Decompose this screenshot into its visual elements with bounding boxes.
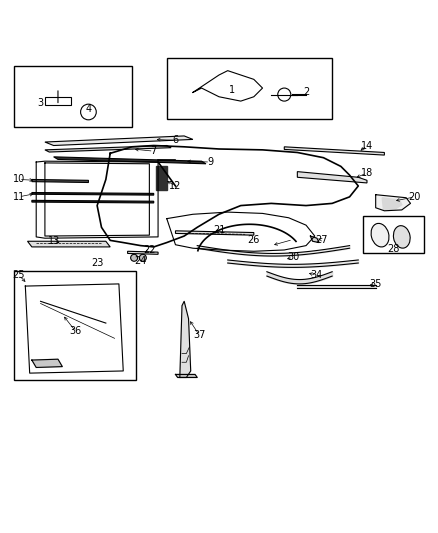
- Polygon shape: [176, 375, 197, 377]
- Polygon shape: [176, 231, 254, 235]
- Polygon shape: [45, 136, 193, 146]
- Text: 28: 28: [387, 244, 399, 254]
- Polygon shape: [297, 172, 367, 183]
- Polygon shape: [28, 241, 110, 247]
- Text: 11: 11: [13, 192, 25, 202]
- Text: 2: 2: [303, 87, 309, 98]
- Text: 4: 4: [85, 104, 92, 114]
- Text: 23: 23: [91, 259, 103, 269]
- Text: 24: 24: [134, 256, 147, 266]
- Circle shape: [139, 254, 146, 261]
- Polygon shape: [376, 195, 410, 211]
- Bar: [167, 58, 332, 118]
- Ellipse shape: [371, 223, 389, 247]
- Text: 7: 7: [151, 146, 157, 156]
- Polygon shape: [180, 301, 191, 377]
- Text: 36: 36: [69, 326, 81, 336]
- Circle shape: [131, 254, 138, 261]
- Text: 1: 1: [229, 85, 235, 95]
- Text: 34: 34: [311, 270, 323, 280]
- Text: 3: 3: [38, 98, 44, 108]
- Polygon shape: [127, 251, 158, 254]
- Text: 22: 22: [143, 245, 155, 255]
- Bar: [14, 66, 132, 127]
- Text: 14: 14: [361, 141, 373, 150]
- Text: 21: 21: [213, 225, 225, 236]
- Text: 35: 35: [370, 279, 382, 289]
- Polygon shape: [382, 198, 402, 210]
- Polygon shape: [284, 147, 385, 155]
- Ellipse shape: [393, 225, 410, 248]
- Bar: [363, 216, 424, 254]
- Text: 6: 6: [173, 135, 179, 146]
- Text: 37: 37: [193, 330, 205, 340]
- Polygon shape: [32, 192, 154, 195]
- Polygon shape: [32, 180, 88, 182]
- Text: 25: 25: [13, 270, 25, 280]
- Polygon shape: [45, 146, 171, 152]
- Bar: [14, 271, 136, 379]
- Polygon shape: [32, 200, 154, 203]
- Text: 13: 13: [47, 236, 60, 246]
- Text: 26: 26: [247, 235, 260, 245]
- Text: 30: 30: [287, 252, 299, 262]
- Text: 12: 12: [170, 181, 182, 191]
- Polygon shape: [32, 359, 62, 367]
- Text: 20: 20: [409, 192, 421, 202]
- Polygon shape: [53, 157, 206, 164]
- Text: 9: 9: [207, 157, 213, 167]
- Text: 27: 27: [315, 235, 328, 245]
- Bar: [156, 166, 167, 190]
- Polygon shape: [311, 236, 319, 243]
- Text: 10: 10: [13, 174, 25, 184]
- Text: 18: 18: [361, 168, 373, 178]
